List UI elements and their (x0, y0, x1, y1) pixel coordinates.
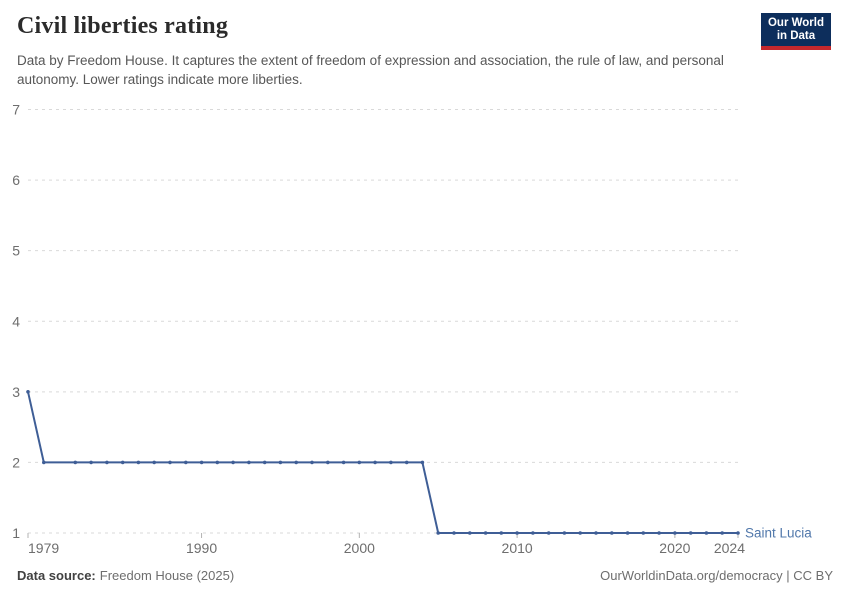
series-point (625, 531, 630, 535)
series-point (562, 531, 567, 535)
series-point (231, 460, 235, 465)
series-point (184, 460, 188, 465)
series-point (594, 531, 598, 535)
y-axis-labels: 1 2 3 4 5 6 7 (12, 102, 20, 542)
series-point (515, 531, 519, 535)
series-point (610, 531, 614, 535)
series-point (373, 460, 377, 465)
series-point (278, 460, 283, 465)
series-point (578, 531, 582, 535)
data-source-label: Data source: (17, 568, 96, 583)
series-saint-lucia: Saint Lucia (26, 390, 812, 541)
series-point (120, 460, 125, 465)
data-source: Data source: Freedom House (2025) (17, 568, 234, 583)
series-point (42, 460, 46, 465)
y-tick-label: 4 (12, 313, 20, 329)
y-tick-label: 7 (12, 102, 20, 118)
series-point (420, 460, 425, 465)
series-point (546, 531, 551, 535)
y-tick-label: 3 (12, 384, 20, 400)
series-point (641, 531, 646, 535)
series-point (247, 460, 251, 465)
series-point (736, 531, 740, 535)
series-point (262, 460, 267, 465)
x-tick-label: 1990 (186, 540, 217, 556)
series-point (389, 460, 393, 465)
y-tick-label: 1 (12, 525, 20, 541)
owid-logo-line2: in Data (776, 30, 816, 42)
series-point (26, 390, 30, 394)
page-title: Civil liberties rating (17, 13, 229, 39)
series-point (215, 460, 220, 465)
credit-link[interactable]: OurWorldinData.org/democracy | CC BY (600, 568, 833, 583)
chart-subtitle: Data by Freedom House. It captures the e… (17, 53, 724, 87)
series-point (152, 460, 156, 465)
series-point (294, 460, 299, 465)
series-point (452, 531, 456, 535)
gridlines (28, 109, 738, 534)
x-tick-label: 2020 (659, 540, 690, 556)
y-tick-label: 5 (12, 243, 20, 259)
series-point (168, 460, 172, 465)
series-point (531, 531, 535, 535)
x-tick-label: 1979 (28, 540, 59, 556)
owid-logo[interactable]: Our World in Data (760, 13, 831, 50)
y-tick-label: 6 (12, 172, 20, 188)
series-point (89, 460, 93, 465)
series-point (468, 531, 472, 535)
series-label: Saint Lucia (745, 526, 812, 541)
series-point (499, 531, 504, 535)
series-point (357, 460, 362, 465)
series-point (310, 460, 314, 465)
series-point (436, 531, 441, 535)
series-point (404, 460, 409, 465)
series-point (199, 460, 204, 465)
owid-logo-line1: Our World (767, 17, 824, 29)
y-tick-label: 2 (12, 454, 20, 470)
series-point (688, 531, 693, 535)
series-point (136, 460, 141, 465)
series-point (105, 460, 109, 465)
series-point (720, 531, 724, 535)
x-axis-labels: 1979 1990 2000 2010 2020 2024 (27, 533, 745, 556)
series-point (657, 531, 661, 535)
x-tick-label: 2000 (344, 540, 375, 556)
series-point (483, 531, 488, 535)
data-source-value: Freedom House (2025) (99, 568, 235, 583)
series-point (673, 531, 677, 535)
series-point (341, 460, 346, 465)
x-tick-label: 2010 (502, 540, 533, 556)
x-tick-label: 2024 (714, 540, 745, 556)
series-point (326, 460, 330, 465)
series-point (73, 460, 78, 465)
series-point (704, 531, 709, 535)
